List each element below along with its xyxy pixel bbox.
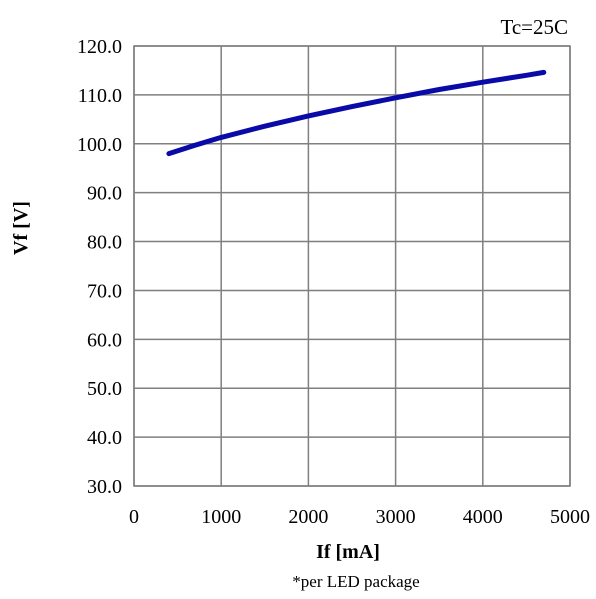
y-axis-title: Vf [V] [10, 201, 32, 255]
y-tick-labels: 30.0 40.0 50.0 60.0 70.0 80.0 90.0 100.0 110.0 12… [77, 36, 122, 498]
y-tick-label: 60.0 [87, 329, 122, 351]
x-tick-label: 0 [129, 506, 139, 528]
series-line [166, 69, 547, 157]
condition-annotation: Tc=25C [500, 15, 568, 39]
x-tick-label: 1000 [201, 506, 241, 528]
y-tick-label: 100.0 [77, 134, 122, 156]
plot-area-frame [133, 45, 571, 487]
series-layer [166, 69, 547, 157]
y-tick-label: 110.0 [78, 85, 122, 107]
y-tick-label: 90.0 [87, 183, 122, 205]
y-tick-label: 80.0 [87, 232, 122, 254]
x-axis-title: If [mA] [316, 541, 380, 563]
y-tick-label: 70.0 [87, 280, 122, 302]
y-tick-label: 50.0 [87, 378, 122, 400]
grid-lines [133, 45, 571, 487]
footnote-annotation: *per LED package [292, 572, 419, 591]
x-tick-labels: 0 1000 2000 3000 4000 5000 [129, 506, 590, 528]
x-tick-label: 4000 [463, 506, 503, 528]
x-tick-label: 3000 [376, 506, 416, 528]
y-tick-label: 120.0 [77, 36, 122, 58]
y-tick-label: 30.0 [87, 476, 122, 498]
x-tick-label: 2000 [288, 506, 328, 528]
y-tick-label: 40.0 [87, 427, 122, 449]
x-tick-label: 5000 [550, 506, 590, 528]
